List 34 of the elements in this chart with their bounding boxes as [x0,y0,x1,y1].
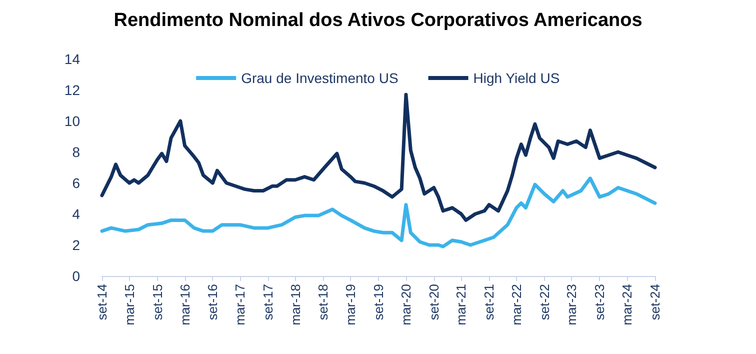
y-tick-label: 0 [72,268,80,284]
x-tick-label: set-17 [260,284,276,320]
line-series [100,92,657,222]
x-tick-label: set-15 [150,284,165,320]
line-series [100,176,657,248]
x-tick-label: set-16 [205,284,220,320]
y-tick-label: 12 [64,82,80,98]
chart-title: Rendimento Nominal dos Ativos Corporativos Americanos [114,10,642,31]
y-tick-label: 2 [72,237,80,253]
x-tick-label: set-23 [592,284,608,320]
y-tick-label: 4 [72,206,80,222]
x-tick-label: mar-16 [177,284,192,326]
x-tick-label: set-21 [482,284,497,320]
y-tick-label: 14 [64,51,80,67]
x-tick-label: mar-20 [398,284,414,326]
x-tick-label: mar-22 [508,284,524,326]
legend-label: High Yield US [473,70,560,86]
x-tick-label: set-19 [370,284,386,320]
y-tick-label: 8 [72,144,80,160]
x-tick-label: set-18 [316,284,331,320]
x-tick-label: mar-15 [122,284,137,326]
x-tick-label: mar-24 [620,284,635,326]
y-tick-label: 6 [72,175,80,191]
x-tick-label: set-24 [648,284,662,320]
x-tick-label: mar-19 [343,284,358,326]
x-tick-label: mar-23 [564,284,580,326]
x-tick-label: set-14 [94,284,110,320]
legend-label: Grau de Investimento US [241,70,398,86]
x-tick-label: set-20 [426,284,442,320]
x-tick-label: mar-18 [288,284,303,326]
x-tick-label: mar-17 [232,284,248,326]
x-tick-label: mar-21 [454,284,469,326]
x-tick-label: set-22 [536,284,552,320]
y-tick-label: 10 [64,113,80,129]
